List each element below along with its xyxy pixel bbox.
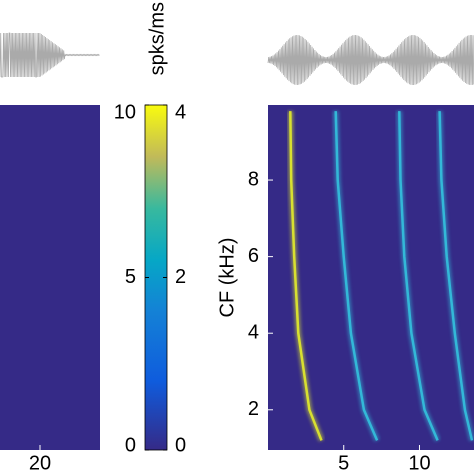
- ridge-line: [289, 111, 323, 441]
- y2-tick-label: 0: [175, 434, 186, 456]
- x-tick-label: 5: [338, 452, 349, 474]
- y-tick-label: 0: [125, 434, 136, 456]
- y2-tick-label: 2: [175, 266, 186, 288]
- y-tick-label: 2: [248, 398, 259, 420]
- y-tick-label: 10: [114, 101, 136, 123]
- y-axis-label: CF (kHz): [216, 238, 238, 318]
- heatmap: [0, 105, 100, 450]
- ridge-line: [438, 111, 474, 441]
- y2-tick-label: 4: [175, 101, 186, 123]
- waveform: [267, 34, 474, 86]
- x-tick-label: 20: [29, 452, 51, 474]
- waveform-trace: [0, 32, 100, 78]
- y-tick-label: 4: [248, 321, 259, 343]
- y-tick-label: 6: [248, 245, 259, 267]
- ridge-line: [398, 111, 439, 441]
- waveform: [0, 32, 100, 78]
- y-tick-label: 5: [125, 266, 136, 288]
- waveform-trace: [267, 34, 474, 86]
- ridge-line: [334, 111, 379, 441]
- y-tick-label: 8: [248, 168, 259, 190]
- colorbar-label: spks/ms: [146, 2, 168, 75]
- x-tick-label: 10: [408, 452, 430, 474]
